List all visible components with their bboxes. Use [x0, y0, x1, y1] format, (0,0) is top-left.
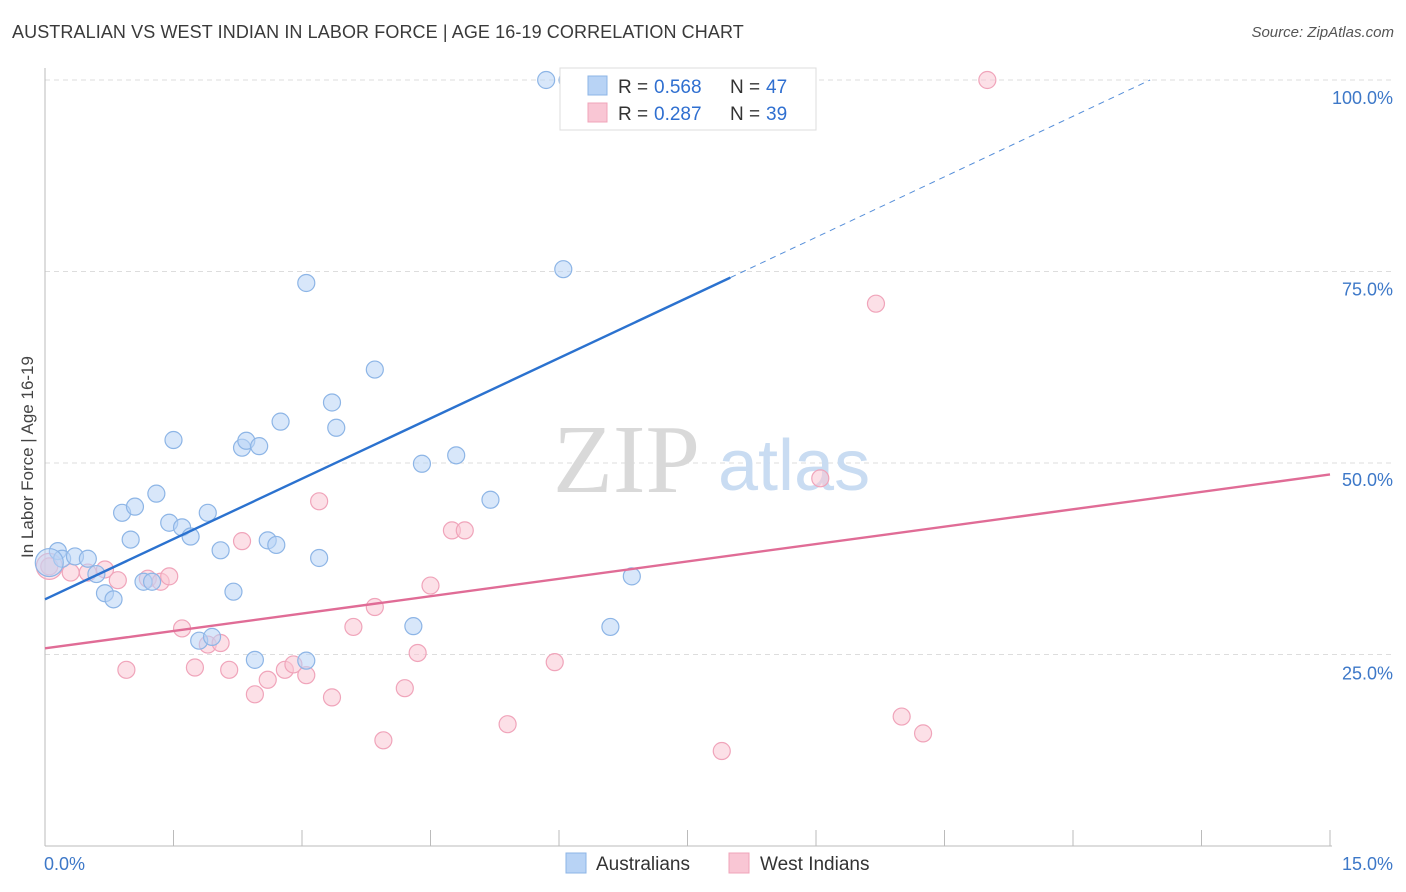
legend-n-label-australians: N =	[730, 77, 760, 98]
west-indians-point-36	[913, 724, 933, 743]
west-indians-point-4	[108, 571, 127, 590]
australians-point-3	[78, 549, 97, 568]
west-indians-point-33	[811, 469, 830, 488]
legend-n-value-australians: 47	[766, 77, 787, 98]
x-tick-label-max: 15.0%	[1342, 854, 1393, 874]
west-indians-point-34	[866, 294, 886, 313]
west-indians-point-5	[117, 660, 136, 679]
legend-n-value-west-indians: 39	[766, 104, 787, 125]
west-indians-point-29	[455, 521, 474, 540]
west-indians-point-16	[258, 670, 277, 689]
australians-point-35	[404, 617, 423, 636]
legend-r-value-australians: 0.568	[654, 77, 702, 98]
x-tick-label-min: 0.0%	[44, 854, 85, 874]
west-indians-trend-line	[44, 473, 1331, 650]
watermark-zip: ZIP	[553, 406, 700, 514]
watermark-atlas: atlas	[718, 426, 870, 506]
west-indians-point-37	[978, 70, 997, 90]
west-indians-point-26	[408, 643, 427, 663]
west-indians-point-30	[498, 715, 517, 734]
australians-point-12	[147, 484, 166, 503]
legend-r-label-west-indians: R =	[618, 104, 648, 125]
australians-point-14	[164, 430, 183, 450]
west-indians-point-35	[892, 707, 911, 726]
west-indians-point-25	[395, 679, 414, 698]
west-indians-point-8	[160, 567, 179, 586]
trend-lines	[44, 79, 1331, 650]
west-indians-point-24	[374, 731, 393, 750]
australians-point-42	[601, 617, 620, 637]
x-axis-ticks	[44, 830, 1331, 846]
australians-trend-line	[44, 276, 731, 601]
y-tick-label-75: 75.0%	[1342, 280, 1393, 300]
west-indians-point-22	[344, 617, 363, 637]
australians-point-38	[481, 490, 500, 509]
chart-title: AUSTRALIAN VS WEST INDIAN IN LABOR FORCE…	[12, 22, 744, 42]
west-indians-point-27	[421, 576, 440, 595]
australians-point-30	[297, 273, 316, 293]
australians-point-36	[412, 454, 432, 473]
australians-point-25	[250, 437, 269, 456]
west-indians-point-23	[365, 597, 384, 617]
west-indians-point-14	[232, 532, 252, 551]
australians-cluster-point	[34, 547, 64, 578]
bottom-legend-swatch-west-indians	[728, 852, 750, 874]
legend-n-label-west-indians: N =	[730, 104, 760, 125]
australians-trend-extension	[730, 79, 1151, 279]
legend-r-value-west-indians: 0.287	[654, 104, 702, 125]
australians-point-31	[310, 548, 329, 568]
legend-swatch-west-indians	[587, 102, 608, 123]
australians-point-24	[245, 650, 264, 669]
australians-point-29	[297, 651, 316, 670]
y-axis-label: In Labor Force | Age 16-19	[18, 356, 37, 558]
west-indians-point-20	[310, 492, 329, 511]
australians-point-33	[327, 418, 346, 437]
australians-point-21	[224, 582, 243, 601]
west-indians-point-15	[245, 685, 264, 704]
australians-point-20	[211, 541, 230, 560]
west-indians-point-32	[712, 741, 731, 761]
australians-point-19	[202, 627, 222, 646]
australians-point-27	[267, 535, 286, 555]
australians-point-8	[121, 530, 140, 549]
gridlines	[45, 79, 1395, 655]
australians-point-11	[142, 572, 162, 591]
west-indians-points	[35, 70, 997, 761]
y-tick-label-50: 50.0%	[1342, 470, 1393, 490]
australians-point-28	[271, 412, 290, 431]
west-indians-point-31	[545, 653, 564, 672]
australians-point-6	[104, 590, 123, 609]
west-indians-point-10	[185, 658, 205, 677]
australians-point-9	[125, 497, 145, 516]
y-tick-label-25: 25.0%	[1342, 664, 1393, 684]
y-tick-label-100: 100.0%	[1332, 88, 1393, 108]
bottom-legend-label-west-indians: West Indians	[760, 854, 869, 875]
australians-point-41	[554, 260, 573, 279]
legend-r-label-australians: R =	[618, 77, 648, 98]
australians-point-17	[198, 503, 217, 522]
west-indians-point-13	[220, 660, 239, 679]
correlation-legend: R = 0.568 N = 47 R = 0.287 N = 39	[559, 67, 817, 131]
australians-point-37	[447, 446, 466, 465]
bottom-legend-swatch-australians	[565, 852, 587, 874]
australians-point-34	[365, 360, 384, 379]
bottom-legend-label-australians: Australians	[596, 854, 690, 875]
y-tick-labels: 25.0% 50.0% 75.0% 100.0%	[1332, 88, 1393, 684]
australians-point-39	[537, 70, 556, 90]
west-indians-point-21	[322, 688, 342, 707]
series-legend: Australians West Indians	[565, 852, 869, 875]
legend-swatch-australians	[587, 75, 608, 96]
australians-point-32	[322, 393, 342, 412]
chart-source: Source: ZipAtlas.com	[1251, 24, 1394, 41]
